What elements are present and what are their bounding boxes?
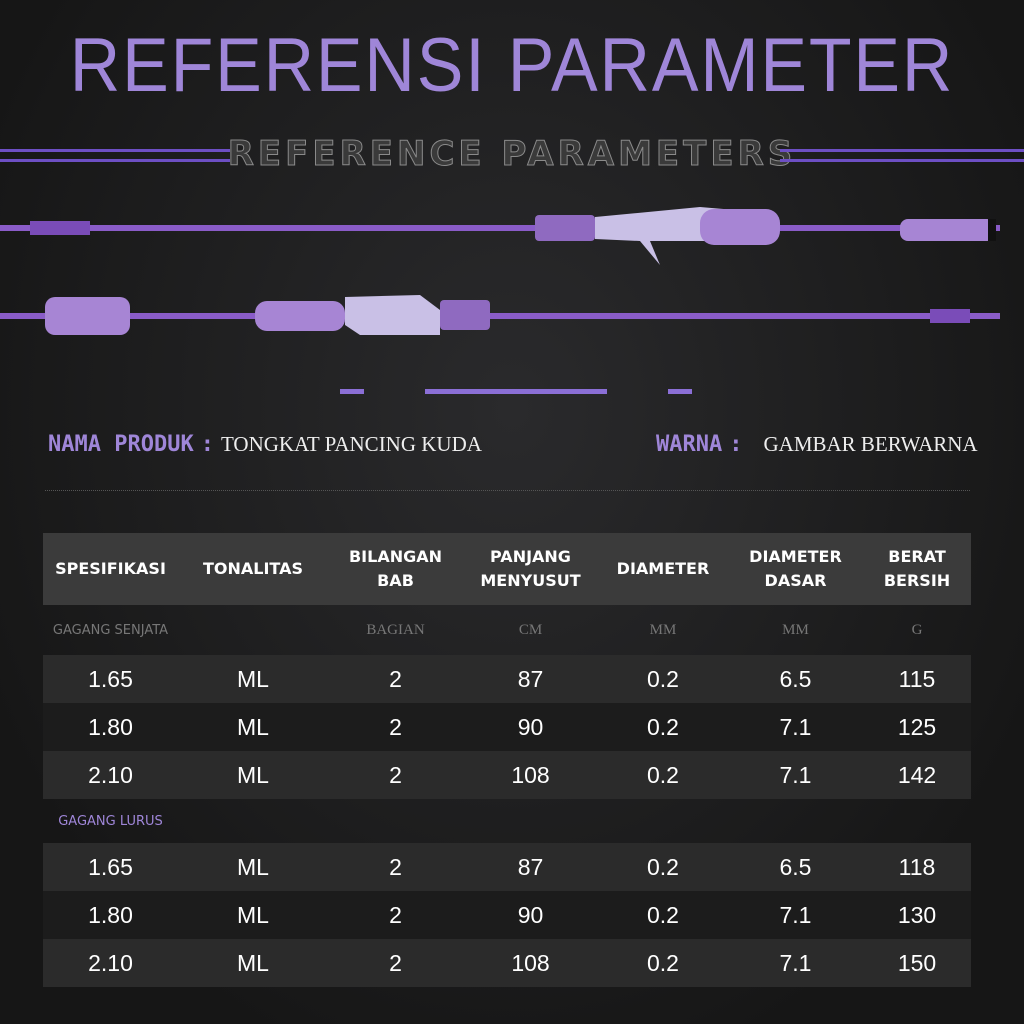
page-subtitle: REFERENCE PARAMETERS <box>227 134 797 175</box>
table-cell <box>328 799 463 843</box>
unit-cell: MM <box>649 621 677 638</box>
color-label: WARNA <box>656 432 723 457</box>
decor-dash <box>425 389 607 394</box>
table-cell: 1.65 <box>43 843 178 891</box>
table-cell: 0.2 <box>598 891 728 939</box>
color-value: GAMBAR BERWARNA <box>763 432 978 456</box>
column-header: SPESIFIKASI <box>43 533 178 605</box>
table-cell: 108 <box>463 751 598 799</box>
fishing-rod-illustration <box>0 207 1000 335</box>
table-cell <box>728 799 863 843</box>
table-cell: ML <box>178 939 328 987</box>
decor-dash <box>668 389 692 394</box>
table-cell: 115 <box>863 655 971 703</box>
decor-dash <box>340 389 364 394</box>
divider <box>780 149 1024 152</box>
table-cell: 6.5 <box>728 843 863 891</box>
product-name-value: TONGKAT PANCING KUDA <box>220 432 482 456</box>
column-header: PANJANG MENYUSUT <box>463 533 598 605</box>
column-header: TONALITAS <box>178 533 328 605</box>
table-cell: 2.10 <box>43 751 178 799</box>
table-row: 2.10 ML 2 108 0.2 7.1 150 <box>43 939 971 987</box>
column-header: BILANGAN BAB <box>328 533 463 605</box>
table-cell: ML <box>178 891 328 939</box>
table-cell: ML <box>178 655 328 703</box>
table-cell: 2 <box>328 751 463 799</box>
table-cell: 2.10 <box>43 939 178 987</box>
table-cell: 87 <box>463 843 598 891</box>
table-cell: 1.80 <box>43 703 178 751</box>
product-name: NAMA PRODUK : TONGKAT PANCING KUDA <box>48 432 482 457</box>
table-cell: 2 <box>328 939 463 987</box>
unit-cell: BAGIAN <box>366 621 425 638</box>
table-cell <box>463 799 598 843</box>
table-row: 1.80 ML 2 90 0.2 7.1 125 <box>43 703 971 751</box>
table-cell: 7.1 <box>728 703 863 751</box>
header-row: SPESIFIKASI TONALITAS BILANGAN BAB PANJANG … <box>43 533 971 605</box>
group-label: GAGANG LURUS <box>58 813 163 829</box>
group-row: GAGANG SENJATA BAGIAN CM MM MM G <box>43 605 971 655</box>
table-row: 1.65 ML 2 87 0.2 6.5 115 <box>43 655 971 703</box>
page-title: REFERENSI PARAMETER <box>69 23 955 108</box>
dotted-divider <box>45 490 970 491</box>
unit-cell: G <box>911 621 923 638</box>
table-cell: 90 <box>463 703 598 751</box>
table-cell: 1.65 <box>43 655 178 703</box>
table-cell: 87 <box>463 655 598 703</box>
table-cell: 0.2 <box>598 939 728 987</box>
group-row: GAGANG LURUS <box>43 799 971 843</box>
table-row: 1.65 ML 2 87 0.2 6.5 118 <box>43 843 971 891</box>
table-cell: 0.2 <box>598 843 728 891</box>
column-header: BERAT BERSIH <box>863 533 971 605</box>
table-cell: 130 <box>863 891 971 939</box>
table-cell: 0.2 <box>598 703 728 751</box>
table-cell: 150 <box>863 939 971 987</box>
divider <box>0 159 230 162</box>
table-cell: ML <box>178 751 328 799</box>
table-cell <box>863 799 971 843</box>
table-cell: 1.80 <box>43 891 178 939</box>
table-row: 2.10 ML 2 108 0.2 7.1 142 <box>43 751 971 799</box>
table-cell: 118 <box>863 843 971 891</box>
table-cell: 7.1 <box>728 891 863 939</box>
divider <box>0 149 230 152</box>
table-cell: ML <box>178 703 328 751</box>
unit-cell: MM <box>782 621 809 638</box>
table-row: 1.80 ML 2 90 0.2 7.1 130 <box>43 891 971 939</box>
table-cell: 125 <box>863 703 971 751</box>
table-cell: 6.5 <box>728 655 863 703</box>
group-label: GAGANG SENJATA <box>52 622 169 638</box>
table-cell: 2 <box>328 891 463 939</box>
table-cell: ML <box>178 843 328 891</box>
table-cell: 2 <box>328 843 463 891</box>
table-cell: 0.2 <box>598 655 728 703</box>
table-cell: 142 <box>863 751 971 799</box>
table-cell: 2 <box>328 703 463 751</box>
product-color: WARNA : GAMBAR BERWARNA <box>656 432 978 457</box>
table-cell <box>178 799 328 843</box>
table-cell <box>598 799 728 843</box>
column-header: DIAMETER DASAR <box>728 533 863 605</box>
table-cell: 7.1 <box>728 939 863 987</box>
separator: : <box>200 432 214 457</box>
product-name-label: NAMA PRODUK <box>48 432 194 457</box>
spec-table: SPESIFIKASI TONALITAS BILANGAN BAB PANJANG … <box>43 533 971 987</box>
table-cell: 90 <box>463 891 598 939</box>
table-cell: 108 <box>463 939 598 987</box>
table-cell: 7.1 <box>728 751 863 799</box>
table-cell: 2 <box>328 655 463 703</box>
separator: : <box>729 432 743 457</box>
table-cell: 0.2 <box>598 751 728 799</box>
unit-cell <box>178 605 328 655</box>
column-header: DIAMETER <box>598 533 728 605</box>
divider <box>780 159 1024 162</box>
unit-cell: CM <box>518 621 543 638</box>
